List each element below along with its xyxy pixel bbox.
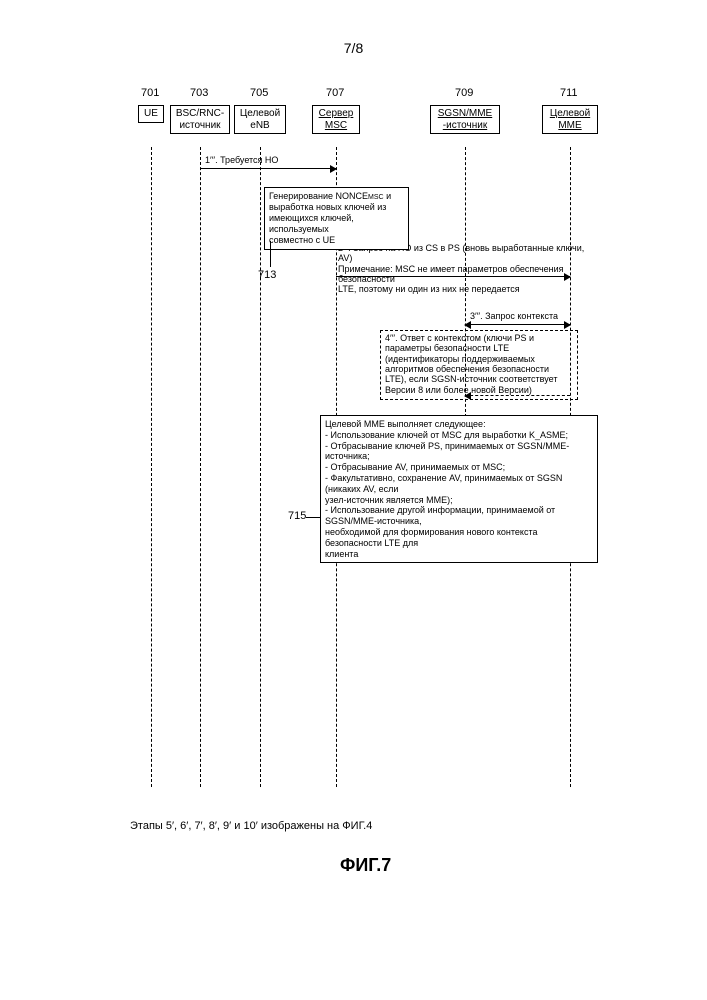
node-enb: ЦелевойeNB [234,105,286,134]
lifeline-ue [151,147,152,787]
node-mme: ЦелевойMME [542,105,598,134]
node-msc: СерверMSC [312,105,360,134]
procbox-713: Генерирование NONCEMSC ивыработка новых … [264,187,409,250]
node-bsc: BSC/RNC-источник [170,105,230,134]
arrow-m3 [465,324,570,325]
sequence-diagram: UE701BSC/RNC-источник703ЦелевойeNB705Сер… [130,105,590,805]
ref-sgsn: 709 [455,87,473,99]
page-number: 7/8 [344,40,363,56]
msg-label-m2: 2′′′. Запрос на НО из CS в PS (вновь выр… [338,243,588,295]
ref-enb: 705 [250,87,268,99]
node-sgsn: SGSN/MME-источник [430,105,500,134]
footnote: Этапы 5′, 6′, 7′, 8′, 9′ и 10′ изображен… [130,820,372,832]
msg-label-m3: 3′′′. Запрос контекста [470,311,558,321]
ref-713: 713 [258,269,276,281]
lifeline-bsc [200,147,201,787]
figure-label: ФИГ.7 [340,855,391,876]
refline-715 [306,517,320,518]
ref-msc: 707 [326,87,344,99]
arrow-m1 [200,168,336,169]
m4-dashbox [380,330,578,400]
ref-715: 715 [288,510,306,522]
procbox-715: Целевой MME выполняет следующее:- Исполь… [320,415,598,563]
msg-label-m1: 1′′′. Требуется НО [205,155,278,165]
ref-mme: 711 [560,87,578,99]
refline-713 [270,241,271,267]
lifeline-enb [260,147,261,787]
ref-ue: 701 [141,87,159,99]
ref-bsc: 703 [190,87,208,99]
node-ue: UE [138,105,164,123]
